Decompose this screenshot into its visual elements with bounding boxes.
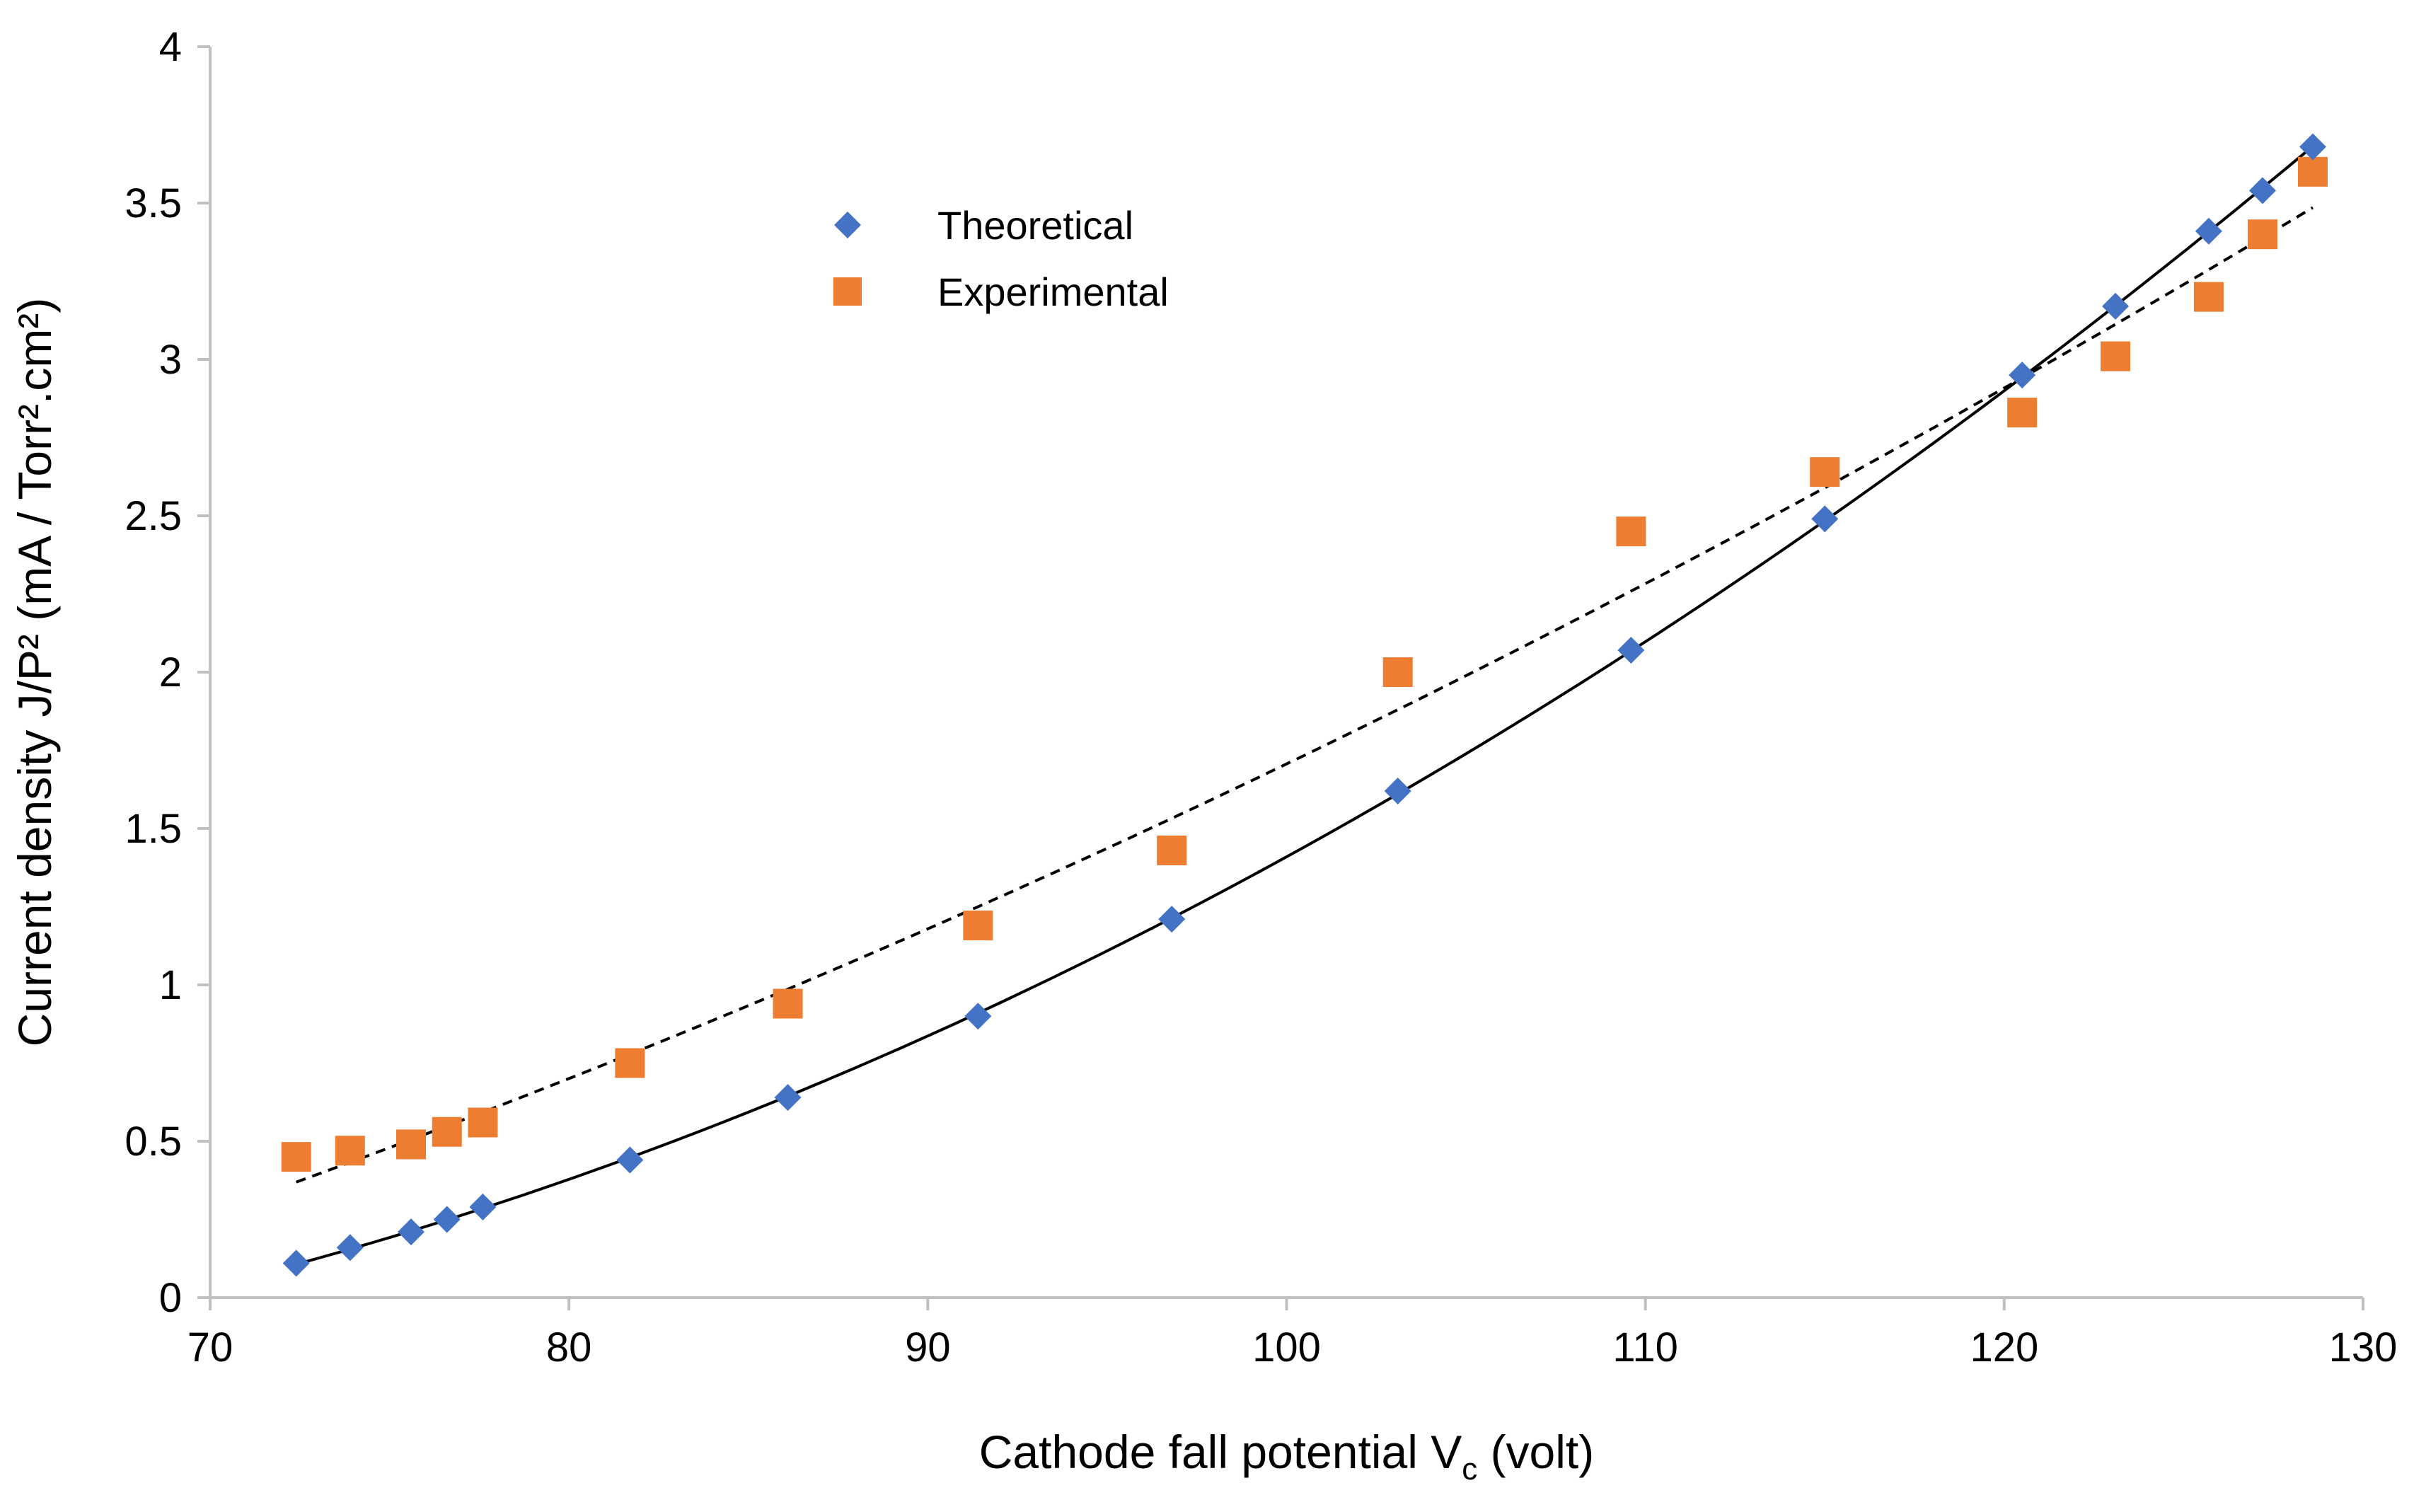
theoretical-point: [1158, 906, 1186, 933]
x-tick-label: 100: [1252, 1325, 1321, 1370]
markers: [281, 133, 2328, 1277]
theoretical-point: [964, 1003, 992, 1030]
experimental-point: [1382, 657, 1413, 687]
x-tick-label: 120: [1970, 1325, 2038, 1370]
legend-label-theoretical: Theoretical: [937, 203, 1133, 248]
theoretical-point: [2009, 362, 2036, 389]
experimental-point: [468, 1107, 498, 1138]
experimental-point: [281, 1142, 311, 1172]
theoretical-point: [282, 1250, 310, 1277]
theoretical-point: [2102, 292, 2130, 320]
trendlines: [296, 145, 2314, 1266]
theoretical-point: [1384, 777, 1411, 804]
theoretical-trendline: [296, 145, 2314, 1266]
x-axis-title-suffix: (volt): [1477, 1426, 1594, 1478]
theoretical-point: [433, 1206, 461, 1233]
experimental-point: [1616, 516, 1646, 547]
theoretical-point: [336, 1234, 364, 1262]
y-tick-label: 1: [159, 962, 182, 1008]
theoretical-point: [1617, 637, 1645, 664]
x-tick-label: 70: [187, 1325, 233, 1370]
y-tick-label: 4: [159, 24, 182, 70]
legend-square-marker: [833, 277, 862, 306]
legend-diamond-marker: [834, 212, 861, 238]
experimental-point: [2247, 219, 2277, 250]
theoretical-point: [1811, 505, 1839, 533]
experimental-point: [615, 1048, 645, 1078]
x-axis-title-main: Cathode fall potential V: [979, 1426, 1462, 1478]
experimental-point: [963, 911, 993, 941]
x-tick-label: 110: [1612, 1325, 1677, 1370]
experimental-point: [396, 1129, 427, 1160]
theoretical-point: [616, 1146, 644, 1174]
y-tick-label: 3: [159, 337, 182, 383]
x-ticks: 70 80 90 100 110 120 130: [187, 1298, 2398, 1370]
legend: Theoretical Experimental: [833, 203, 1169, 314]
x-tick-label: 80: [546, 1325, 592, 1370]
y-tick-label: 2.5: [125, 493, 182, 539]
theoretical-point: [2195, 217, 2222, 245]
x-tick-label: 130: [2329, 1325, 2398, 1370]
experimental-point: [2297, 156, 2328, 187]
x-tick-label: 90: [905, 1325, 951, 1370]
theoretical-point: [469, 1193, 497, 1220]
theoretical-point: [774, 1084, 802, 1112]
theoretical-point: [2248, 177, 2276, 204]
experimental-point: [432, 1116, 462, 1147]
y-tick-label: 3.5: [125, 180, 182, 226]
axes: 70 80 90 100 110 120 130 0 0.5 1 1.5 2 2.5 3 3.5 4: [125, 24, 2397, 1370]
y-tick-label: 1.5: [125, 806, 182, 852]
y-tick-label: 0: [159, 1275, 182, 1321]
experimental-point: [2101, 341, 2131, 371]
experimental-point: [773, 988, 803, 1019]
experimental-point: [2193, 282, 2224, 312]
experimental-point: [1157, 835, 1187, 865]
experimental-trendline: [296, 206, 2314, 1184]
experimental-point: [1810, 457, 1840, 487]
experimental-point: [335, 1136, 365, 1166]
y-tick-label: 2: [159, 650, 182, 696]
y-ticks: 0 0.5 1 1.5 2 2.5 3 3.5 4: [125, 24, 210, 1321]
theoretical-point: [2299, 133, 2326, 161]
y-tick-label: 0.5: [125, 1119, 182, 1165]
y-axis-title: Current density J/P² (mA / Torr².cm²): [8, 298, 61, 1047]
experimental-point: [2007, 398, 2038, 428]
x-axis-title-subscript: c: [1462, 1452, 1477, 1487]
x-axis-title: Cathode fall potential Vc (volt): [979, 1426, 1594, 1487]
theoretical-point: [398, 1218, 425, 1246]
legend-label-experimental: Experimental: [937, 270, 1169, 314]
